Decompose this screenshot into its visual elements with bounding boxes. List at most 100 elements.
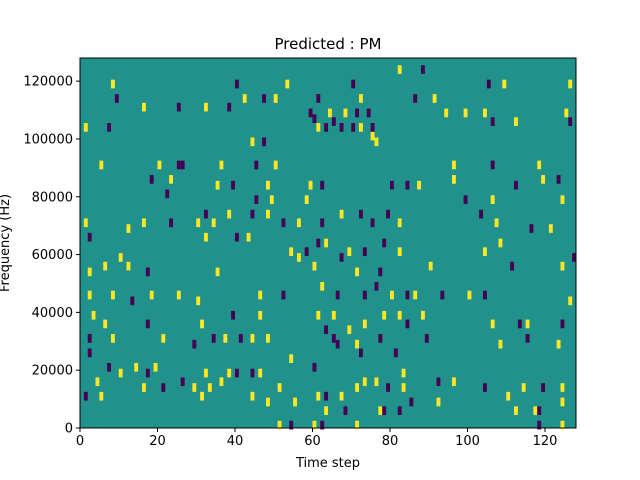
heatmap-cell xyxy=(134,362,139,372)
heatmap-cell xyxy=(362,247,367,257)
heatmap-cell xyxy=(316,123,321,132)
heatmap-cell xyxy=(304,247,309,257)
heatmap-cell xyxy=(560,261,565,271)
heatmap-cell xyxy=(463,108,468,118)
heatmap-cell xyxy=(312,261,317,271)
heatmap-cell xyxy=(405,180,410,190)
heatmap-cell xyxy=(335,339,340,349)
heatmap-cell xyxy=(521,383,526,392)
heatmap-cell xyxy=(517,319,522,329)
heatmap-cell xyxy=(343,406,348,415)
heatmap-cell xyxy=(401,383,406,392)
heatmap-cell xyxy=(494,218,499,228)
heatmap-cell xyxy=(374,377,379,387)
heatmap-cell xyxy=(370,131,375,141)
heatmap-cell xyxy=(107,123,112,132)
heatmap-cell xyxy=(560,397,565,407)
heatmap-cell xyxy=(215,267,220,277)
heatmap-cell xyxy=(87,334,92,343)
heatmap-cell xyxy=(421,65,425,74)
heatmap-cell xyxy=(436,397,441,407)
x-axis-ticks: 0 20 40 60 80 100 120 xyxy=(76,428,557,449)
heatmap-cell xyxy=(324,406,329,415)
heatmap-cell xyxy=(250,137,255,147)
heatmap-cell xyxy=(103,261,108,271)
heatmap-cell xyxy=(568,117,573,126)
heatmap-cell xyxy=(335,290,340,300)
heatmap-cell xyxy=(130,296,135,306)
heatmap-cell xyxy=(560,195,565,204)
heatmap-cell xyxy=(355,108,360,118)
heatmap-cell xyxy=(231,310,236,320)
heatmap-cell xyxy=(572,253,577,262)
heatmap-cell xyxy=(355,339,360,349)
heatmap-cell xyxy=(246,232,251,242)
heatmap-cell xyxy=(316,391,321,401)
y-tick-label: 0 xyxy=(65,422,73,437)
heatmap-cell xyxy=(440,290,445,300)
heatmap-cell xyxy=(490,319,495,329)
heatmap-cell xyxy=(200,319,205,329)
heatmap-cell xyxy=(145,319,150,329)
heatmap-cell xyxy=(428,261,433,271)
heatmap-cell xyxy=(289,247,294,257)
heatmap-cell xyxy=(204,232,208,242)
heatmap-cell xyxy=(204,102,208,112)
heatmap-cell xyxy=(370,218,375,228)
heatmap-cell xyxy=(250,368,255,378)
heatmap-cell xyxy=(258,290,263,300)
heatmap-cell xyxy=(452,175,456,184)
heatmap-cell xyxy=(374,282,379,291)
heatmap-cell xyxy=(506,391,511,401)
heatmap-cell xyxy=(277,383,282,392)
heatmap-cell xyxy=(157,160,162,170)
heatmap-cell xyxy=(200,391,205,401)
heatmap-cell xyxy=(444,108,449,118)
heatmap-cell xyxy=(176,290,181,300)
heatmap-cell xyxy=(370,123,375,132)
x-tick-label: 100 xyxy=(455,434,480,449)
heatmap-cell xyxy=(568,296,573,306)
heatmap-cell xyxy=(378,406,383,415)
heatmap-cell xyxy=(142,102,146,112)
heatmap-cell xyxy=(556,339,561,349)
x-tick-label: 0 xyxy=(76,434,84,449)
x-axis-label: Time step xyxy=(295,456,360,471)
y-tick-label: 120000 xyxy=(23,75,73,90)
heatmap-cell xyxy=(258,368,263,378)
heatmap-cell xyxy=(374,137,379,147)
heatmap-cell xyxy=(378,334,383,343)
heatmap-cell xyxy=(145,368,150,378)
heatmap-cell xyxy=(378,267,383,277)
heatmap-cell xyxy=(196,218,201,228)
heatmap-cell xyxy=(149,175,154,184)
heatmap-cell xyxy=(262,94,267,103)
heatmap-cell xyxy=(359,123,363,132)
heatmap-cell xyxy=(281,290,286,300)
heatmap-cell xyxy=(541,383,546,392)
heatmap-cell xyxy=(362,319,367,329)
heatmap-cell xyxy=(111,290,115,300)
heatmap-cell xyxy=(161,334,166,343)
y-tick-label: 100000 xyxy=(23,132,73,147)
heatmap-cell xyxy=(537,420,542,430)
heatmap-cell xyxy=(176,160,181,170)
heatmap-cell xyxy=(390,290,394,300)
heatmap-cell xyxy=(498,238,503,248)
heatmap-cell xyxy=(83,123,88,132)
x-tick-label: 80 xyxy=(382,434,399,449)
heatmap-cell xyxy=(421,310,425,320)
heatmap-cell xyxy=(111,79,115,89)
heatmap-cell xyxy=(510,261,515,271)
heatmap-cell xyxy=(331,117,336,126)
heatmap-cell xyxy=(355,267,360,277)
heatmap-cell xyxy=(355,420,360,430)
heatmap-cell xyxy=(560,420,565,430)
heatmap-cell xyxy=(331,310,336,320)
heatmap-cell xyxy=(514,117,518,126)
heatmap-cell xyxy=(502,79,507,89)
heatmap-cell xyxy=(149,290,154,300)
heatmap-cell xyxy=(525,319,530,329)
heatmap-cells xyxy=(83,65,577,430)
heatmap-cell xyxy=(463,195,468,204)
